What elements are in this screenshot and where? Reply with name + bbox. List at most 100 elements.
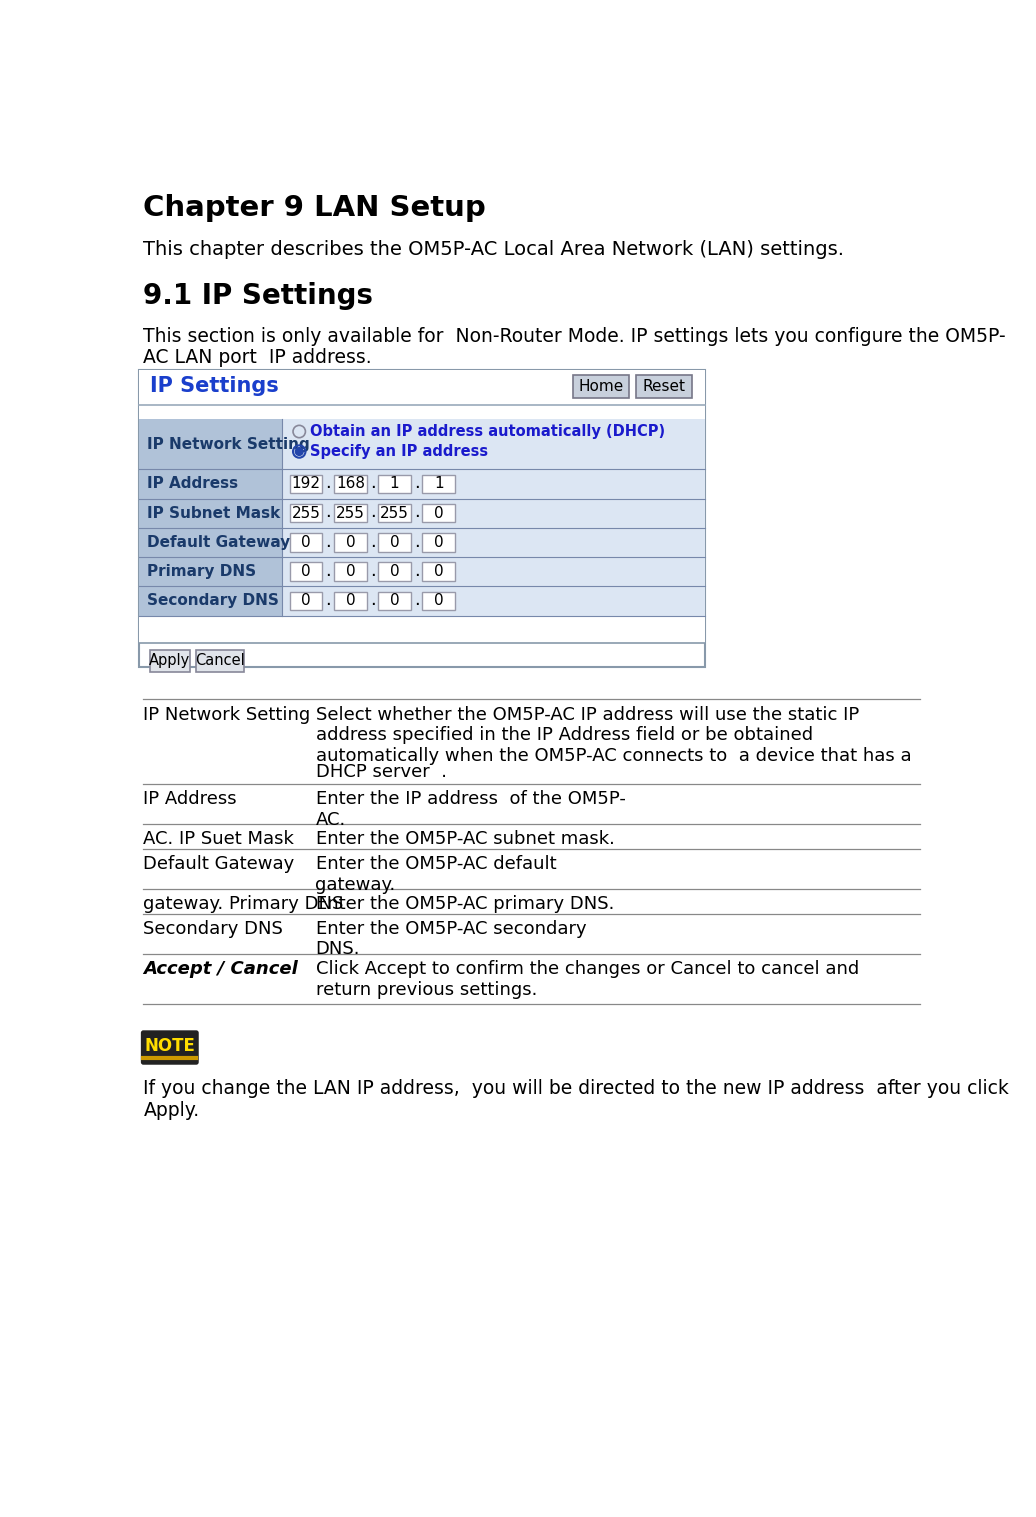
Text: .: . (325, 532, 332, 551)
Bar (282, 528, 704, 557)
Text: IP Settings: IP Settings (149, 376, 279, 396)
Text: Default Gateway: Default Gateway (143, 856, 294, 872)
Text: 0: 0 (390, 536, 399, 549)
Text: Enter the OM5P-AC secondary
DNS.: Enter the OM5P-AC secondary DNS. (316, 919, 586, 959)
Text: Reset: Reset (642, 379, 686, 393)
Text: 0: 0 (346, 593, 355, 608)
Text: 0: 0 (301, 593, 311, 608)
Bar (423, 504, 455, 522)
Bar (290, 504, 322, 522)
Bar (423, 475, 455, 493)
Bar (139, 499, 704, 528)
Text: .: . (325, 592, 332, 610)
Text: Obtain an IP address automatically (DHCP): Obtain an IP address automatically (DHCP… (310, 425, 665, 438)
Bar (196, 651, 244, 672)
Text: 0: 0 (434, 564, 443, 579)
FancyBboxPatch shape (636, 375, 692, 397)
Bar (290, 532, 322, 552)
Bar (139, 586, 704, 616)
Bar (282, 469, 704, 499)
Text: NOTE: NOTE (144, 1038, 195, 1054)
Text: This chapter describes the OM5P-AC Local Area Network (LAN) settings.: This chapter describes the OM5P-AC Local… (143, 240, 844, 259)
Bar (378, 475, 411, 493)
Text: IP Address: IP Address (143, 790, 237, 809)
Bar (334, 592, 367, 610)
Text: Enter the OM5P-AC default
gateway.: Enter the OM5P-AC default gateway. (316, 856, 556, 894)
Text: 255: 255 (292, 505, 320, 520)
Text: gateway. Primary DNS: gateway. Primary DNS (143, 895, 344, 913)
Text: 168: 168 (336, 476, 365, 492)
Text: Apply.: Apply. (143, 1101, 200, 1120)
Text: 255: 255 (380, 505, 409, 520)
Bar (139, 528, 704, 557)
Bar (378, 563, 411, 581)
Text: 1: 1 (434, 476, 443, 492)
Text: Enter the IP address  of the OM5P-
AC.: Enter the IP address of the OM5P- AC. (316, 790, 626, 830)
Bar (282, 557, 704, 586)
Text: .: . (370, 532, 375, 551)
Circle shape (295, 448, 304, 455)
Text: 0: 0 (301, 564, 311, 579)
Text: If you change the LAN IP address,  you will be directed to the new IP address  a: If you change the LAN IP address, you wi… (143, 1079, 1009, 1098)
Text: Secondary DNS: Secondary DNS (143, 919, 283, 938)
Text: AC. IP Suet Mask: AC. IP Suet Mask (143, 830, 294, 848)
Text: DHCP server  .: DHCP server . (316, 763, 447, 781)
Text: 9.1 IP Settings: 9.1 IP Settings (143, 282, 373, 309)
Text: 0: 0 (390, 564, 399, 579)
Bar (378, 504, 411, 522)
Text: 0: 0 (434, 593, 443, 608)
Text: Apply: Apply (149, 654, 191, 669)
Text: Secondary DNS: Secondary DNS (146, 593, 279, 608)
Text: Enter the OM5P-AC subnet mask.: Enter the OM5P-AC subnet mask. (316, 830, 614, 848)
Text: .: . (370, 475, 375, 492)
Text: IP Address: IP Address (146, 476, 237, 492)
Text: AC LAN port  IP address.: AC LAN port IP address. (143, 347, 372, 367)
Bar (282, 499, 704, 528)
Text: IP Network Setting: IP Network Setting (143, 705, 311, 724)
Text: .: . (370, 592, 375, 610)
Text: 0: 0 (434, 505, 443, 520)
Text: IP Network Setting: IP Network Setting (146, 437, 310, 452)
Text: Default Gateway: Default Gateway (146, 536, 290, 549)
Text: Home: Home (578, 379, 624, 393)
Text: .: . (414, 504, 420, 522)
Bar (290, 563, 322, 581)
Bar (139, 419, 704, 469)
Bar (139, 557, 704, 586)
Text: .: . (325, 475, 332, 492)
FancyBboxPatch shape (573, 375, 629, 397)
Bar (334, 475, 367, 493)
Bar (290, 592, 322, 610)
Text: 255: 255 (336, 505, 365, 520)
Text: 0: 0 (390, 593, 399, 608)
Bar (139, 370, 704, 667)
Bar (334, 504, 367, 522)
Text: .: . (414, 532, 420, 551)
Text: 0: 0 (301, 536, 311, 549)
Text: Accept / Cancel: Accept / Cancel (143, 960, 298, 978)
Text: .: . (414, 592, 420, 610)
Text: 0: 0 (346, 536, 355, 549)
Text: .: . (325, 504, 332, 522)
Text: Enter the OM5P-AC primary DNS.: Enter the OM5P-AC primary DNS. (316, 895, 614, 913)
Bar (282, 419, 704, 469)
Text: Specify an IP address: Specify an IP address (310, 444, 488, 460)
Text: 0: 0 (346, 564, 355, 579)
Bar (290, 475, 322, 493)
Text: 1: 1 (390, 476, 399, 492)
Text: IP Subnet Mask: IP Subnet Mask (146, 505, 280, 520)
Bar (423, 563, 455, 581)
Text: .: . (414, 475, 420, 492)
Bar (282, 586, 704, 616)
Bar (149, 651, 190, 672)
Text: Chapter 9 LAN Setup: Chapter 9 LAN Setup (143, 194, 486, 221)
Text: Select whether the OM5P-AC IP address will use the static IP
address specified i: Select whether the OM5P-AC IP address wi… (316, 705, 911, 765)
Text: Primary DNS: Primary DNS (146, 564, 256, 579)
Text: .: . (370, 504, 375, 522)
Text: This section is only available for  Non-Router Mode. IP settings lets you config: This section is only available for Non-R… (143, 326, 1006, 346)
Bar (139, 469, 704, 499)
Bar (334, 563, 367, 581)
Text: .: . (370, 561, 375, 579)
Bar (423, 592, 455, 610)
Text: 192: 192 (292, 476, 321, 492)
